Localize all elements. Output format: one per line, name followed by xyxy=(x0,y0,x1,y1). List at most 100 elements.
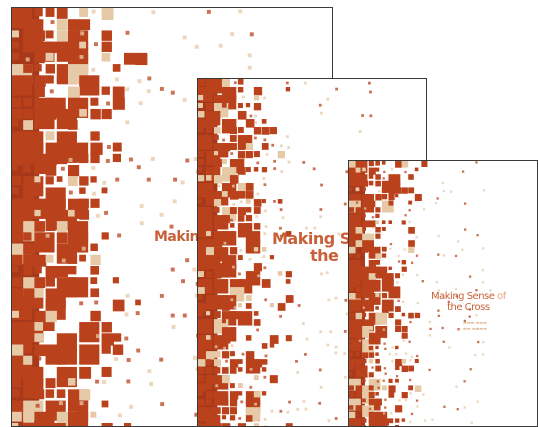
pattern-dot xyxy=(463,406,466,409)
pattern-dot xyxy=(217,184,221,188)
pattern-dot xyxy=(192,267,197,272)
pattern-tile xyxy=(355,266,368,279)
pattern-tile xyxy=(368,207,374,212)
pattern-tile xyxy=(221,303,230,311)
pattern-dot xyxy=(326,97,330,101)
cover-title-accent: of xyxy=(494,291,506,302)
pattern-tile xyxy=(229,135,237,142)
pattern-dot xyxy=(193,355,197,360)
pattern-tile xyxy=(349,200,361,213)
pattern-dot xyxy=(391,360,394,363)
pattern-tile xyxy=(205,199,213,206)
pattern-tile xyxy=(221,367,229,374)
pattern-tile xyxy=(401,220,406,225)
pattern-tile xyxy=(101,52,111,62)
pattern-tile xyxy=(362,240,375,253)
pattern-tile xyxy=(229,223,235,228)
pattern-tile xyxy=(229,407,238,415)
pattern-tile xyxy=(395,273,401,279)
pattern-tile xyxy=(368,246,381,259)
pattern-tile xyxy=(229,119,237,126)
pattern-dot xyxy=(388,352,391,356)
pattern-tile xyxy=(23,232,32,241)
pattern-tile xyxy=(349,359,356,366)
pattern-dot xyxy=(334,258,337,262)
pattern-tile xyxy=(205,391,214,399)
pattern-tile xyxy=(34,142,42,151)
pattern-tile xyxy=(205,159,212,165)
pattern-tile xyxy=(401,365,409,372)
pattern-tile xyxy=(261,247,267,252)
pattern-tile xyxy=(355,392,361,397)
pattern-tile xyxy=(355,306,361,311)
pattern-tile xyxy=(388,273,393,278)
pattern-tile xyxy=(395,405,403,413)
cover-title-line1: Making xyxy=(154,229,209,245)
pattern-tile xyxy=(56,153,68,165)
pattern-tile xyxy=(253,311,259,316)
pattern-dot xyxy=(369,308,373,311)
pattern-tile xyxy=(245,287,251,292)
pattern-dot xyxy=(222,138,225,142)
pattern-tile xyxy=(349,319,357,327)
pattern-dot xyxy=(469,368,472,371)
pattern-dot xyxy=(182,313,187,318)
pattern-tile xyxy=(213,367,221,374)
pattern-tile xyxy=(355,385,368,398)
pattern-tile xyxy=(221,279,229,286)
pattern-tile xyxy=(375,227,381,233)
pattern-tile xyxy=(205,271,213,278)
pattern-tile xyxy=(277,151,285,159)
pattern-dot xyxy=(256,328,260,332)
pattern-tile xyxy=(45,378,56,389)
pattern-tile xyxy=(23,389,30,396)
pattern-tile xyxy=(34,221,45,232)
pattern-dot xyxy=(410,412,414,416)
cover-title-line2: the xyxy=(310,245,339,265)
pattern-tile xyxy=(375,306,379,310)
pattern-tile xyxy=(245,351,255,360)
pattern-dot xyxy=(483,189,486,192)
pattern-tile xyxy=(221,375,230,384)
pattern-tile xyxy=(213,223,219,228)
pattern-tile xyxy=(253,87,263,96)
pattern-tile xyxy=(112,153,122,163)
pattern-tile xyxy=(198,287,205,294)
pattern-tile xyxy=(45,64,56,74)
pattern-tile xyxy=(408,365,415,372)
pattern-dot xyxy=(225,359,228,363)
pattern-dot xyxy=(238,9,243,14)
pattern-tile xyxy=(285,295,294,303)
pattern-dot xyxy=(104,210,109,215)
pattern-tile xyxy=(414,385,422,392)
pattern-tile xyxy=(213,151,219,156)
pattern-tile xyxy=(269,127,277,135)
pattern-dot xyxy=(249,367,253,371)
pattern-tile xyxy=(221,407,230,415)
pattern-dot xyxy=(37,301,42,306)
pattern-dot xyxy=(273,159,276,163)
pattern-tile xyxy=(221,175,229,182)
pattern-dot xyxy=(390,412,393,415)
pattern-tile xyxy=(261,119,267,124)
pattern-dot xyxy=(114,77,119,82)
pattern-tile xyxy=(34,411,55,426)
pattern-dot xyxy=(461,248,464,251)
pattern-tile xyxy=(245,223,252,229)
pattern-tile xyxy=(237,143,245,151)
pattern-dot xyxy=(408,340,411,343)
pattern-tile xyxy=(253,199,262,207)
pattern-tile xyxy=(368,345,373,351)
pattern-tile xyxy=(23,86,30,94)
pattern-dot xyxy=(371,216,375,219)
pattern-tile xyxy=(23,97,33,107)
pattern-dot xyxy=(136,348,141,353)
pattern-tile xyxy=(213,407,221,414)
pattern-tile xyxy=(381,187,388,194)
pattern-tile xyxy=(355,345,359,350)
pattern-tile xyxy=(368,352,375,358)
pattern-tile xyxy=(45,52,54,61)
pattern-dot xyxy=(264,354,268,358)
pattern-tile xyxy=(79,366,92,379)
pattern-tile xyxy=(90,288,100,298)
